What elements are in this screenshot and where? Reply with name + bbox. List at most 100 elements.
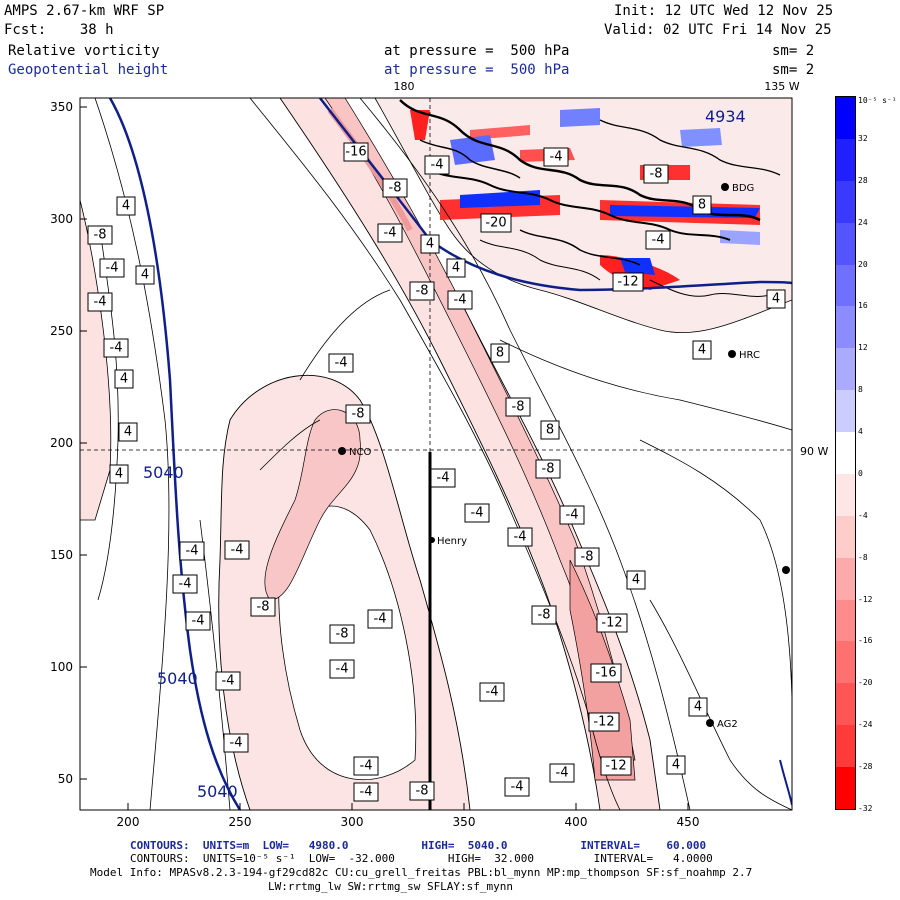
colorbar-cell [836,97,855,139]
vort-label: -8 [94,228,107,243]
station-label-ag2: AG2 [717,719,738,730]
field1-smoothing: sm= 2 [772,43,815,59]
vort-label: -4 [550,150,563,165]
vort-label: -8 [257,600,270,615]
forecast-hour: Fcst: 38 h [4,22,114,38]
vort-label: 8 [546,423,554,438]
height-label: 4934 [705,107,746,126]
vort-label: -4 [360,785,373,800]
x-tick-label: 400 [565,815,588,829]
vort-label: -4 [335,356,348,371]
vort-label: 4 [115,467,123,482]
lon-label-180: 180 [394,80,415,93]
vort-label: -16 [595,666,616,681]
model-title: AMPS 2.67-km WRF SP [4,3,165,19]
colorbar-label: -24 [858,720,873,730]
vort-label: -4 [454,293,467,308]
vort-label: -4 [431,158,444,173]
y-tick-label: 50 [58,772,73,786]
vort-label: 4 [452,261,460,276]
station-label-henry: Henry [437,536,467,547]
colorbar-label: -8 [858,552,868,562]
colorbar-label: -16 [858,636,873,646]
vort-label: -4 [192,614,205,629]
vort-label: -4 [384,226,397,241]
colorbar-label: 24 [858,217,868,227]
vort-label: -4 [186,544,199,559]
vort-label: -8 [538,608,551,623]
colorbar [835,96,856,810]
height-labels: 5040 5040 5040 4934 [143,107,746,801]
vort-label: 4 [672,758,680,773]
x-axis: 200 250 300 350 400 450 [117,803,700,829]
valid-time: Valid: 02 UTC Fri 14 Nov 25 [604,22,832,38]
x-tick-label: 450 [677,815,700,829]
colorbar-cell [836,222,855,265]
field2-pressure: at pressure = 500 hPa [384,62,570,78]
y-tick-label: 150 [50,548,73,562]
vort-label: 4 [122,199,130,214]
y-tick-label: 200 [50,436,73,450]
colorbar-label: 0 [858,468,863,478]
y-axis: 350 300 250 200 150 100 50 [50,100,87,786]
vort-label: -4 [231,543,244,558]
plot-frame [79,97,793,811]
vort-label: -8 [512,400,525,415]
vort-label: -16 [345,145,366,160]
colorbar-cell [836,599,855,642]
field2-name: Geopotential height [8,62,169,78]
vort-label: -4 [514,530,527,545]
vort-label: -8 [416,284,429,299]
vort-label: -4 [471,506,484,521]
vort-label: -8 [352,407,365,422]
x-tick-label: 250 [229,815,252,829]
field1-pressure: at pressure = 500 hPa [384,43,570,59]
vort-label: -12 [601,616,622,631]
vort-label: 4 [632,573,640,588]
colorbar-cell [836,348,855,391]
station-label-bdg: BDG [732,183,754,194]
vort-label: 4 [698,343,706,358]
model-info-2: LW:rrtmg_lw SW:rrtmg_sw SFLAY:sf_mynn [268,880,514,893]
vort-label: -8 [581,550,594,565]
x-tick-label: 350 [453,815,476,829]
colorbar-cell [836,138,855,181]
colorbar-label: 8 [858,385,863,395]
vort-label: -8 [542,462,555,477]
x-tick-label: 200 [117,815,140,829]
vort-label: 4 [120,372,128,387]
vort-label: -8 [336,627,349,642]
vort-label: -8 [389,181,402,196]
colorbar-unit: 10⁻⁵ s⁻¹ [858,96,897,105]
vort-label: -4 [437,471,450,486]
colorbar-cell [836,515,855,558]
colorbar-cell [836,473,855,516]
colorbar-cell [836,180,855,223]
vort-label: -4 [511,780,524,795]
colorbar-label: 20 [858,259,868,269]
colorbar-label: 32 [858,133,868,143]
vort-label: -12 [605,759,626,774]
vort-label: -4 [179,577,192,592]
colorbar-cell [836,390,855,432]
colorbar-cell [836,432,855,474]
field2-smoothing: sm= 2 [772,62,815,78]
y-tick-label: 100 [50,660,73,674]
contours-height-info: CONTOURS: UNITS=m LOW= 4980.0 HIGH= 5040… [130,839,707,852]
colorbar-label: -20 [858,678,873,688]
height-label: 5040 [143,463,184,482]
colorbar-label: -12 [858,594,873,604]
vort-label: 4 [141,268,149,283]
colorbar-cell [836,264,855,307]
colorbar-cell [836,641,855,684]
vort-label: 4 [772,292,780,307]
y-tick-label: 250 [50,324,73,338]
vort-label: 4 [426,237,434,252]
vort-label: -4 [374,612,387,627]
colorbar-cell [836,725,855,767]
height-label: 5040 [197,782,238,801]
vort-label: 4 [124,425,132,440]
vorticity-labels: -16 -8 -4 -4 -8 -4 -20 -8 -4 -12 -4 -8 -… [87,142,786,802]
vort-label: -4 [336,662,349,677]
vort-label: -4 [360,759,373,774]
